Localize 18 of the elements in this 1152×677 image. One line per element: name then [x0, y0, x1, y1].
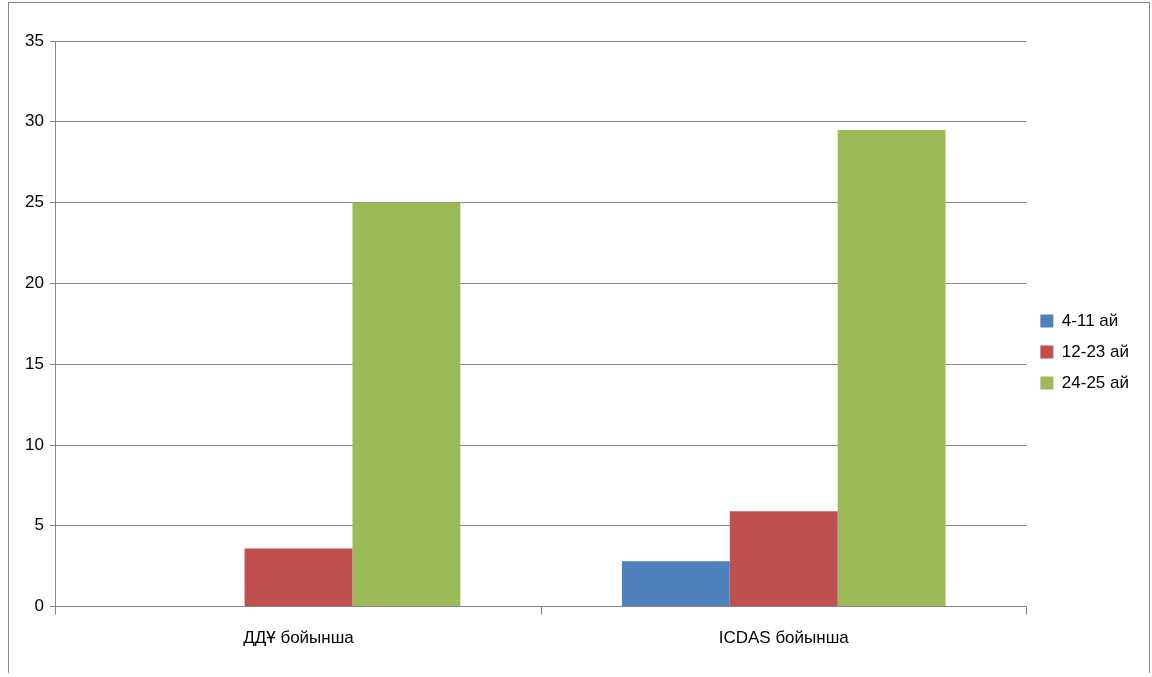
x-tick-label: ДДҰ бойынша [243, 628, 355, 648]
y-tick-label: 5 [34, 515, 44, 535]
y-tick-label: 25 [24, 192, 44, 212]
y-tick-label: 20 [24, 273, 44, 293]
bar [621, 561, 730, 607]
bar [837, 129, 946, 607]
y-tick-label: 15 [24, 353, 44, 373]
bar [352, 202, 461, 607]
legend-label: 12-23 ай [1061, 341, 1129, 361]
bar [244, 548, 353, 607]
legend-label: 24-25 ай [1061, 372, 1129, 392]
y-tick-label: 35 [24, 30, 44, 50]
bar [729, 511, 838, 607]
x-tick-label: ICDAS бойынша [718, 628, 850, 648]
y-tick-label: 10 [24, 434, 44, 454]
legend-label: 4-11 ай [1061, 310, 1119, 330]
y-tick-label: 0 [34, 596, 44, 616]
y-tick-label: 30 [24, 111, 44, 131]
